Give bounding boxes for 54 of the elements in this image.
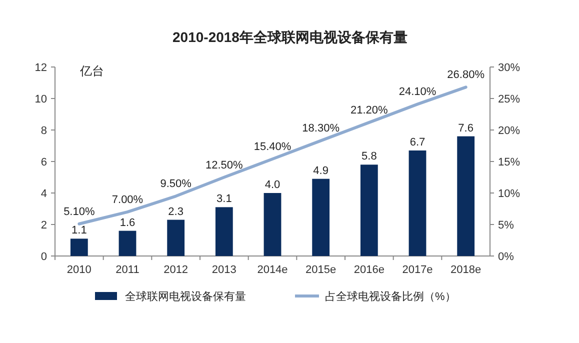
x-tick-label: 2017e — [402, 264, 433, 276]
y-tick-label: 6 — [40, 156, 47, 168]
x-tick-label: 2016e — [354, 264, 384, 276]
bar — [360, 164, 378, 256]
x-tick-label: 2018e — [450, 264, 482, 276]
x-tick-label: 2013 — [212, 264, 236, 276]
y-axis-title: 亿台 — [79, 64, 104, 78]
legend-label: 全球联网电视设备保有量 — [125, 290, 246, 303]
data-label: 3.1 — [216, 193, 232, 206]
data-label: 5.8 — [362, 150, 377, 163]
data-label: 7.6 — [458, 122, 474, 134]
data-label: 7.00% — [112, 194, 144, 206]
data-label: 26.80% — [447, 69, 485, 82]
x-tick-label: 2014e — [257, 264, 288, 276]
data-label: 21.20% — [350, 104, 388, 116]
data-label: 15.40% — [254, 140, 292, 153]
data-label: 9.50% — [160, 178, 192, 190]
bar — [457, 136, 475, 256]
bar — [264, 193, 282, 256]
y2-tick-label: 15% — [498, 156, 520, 168]
bar — [118, 230, 136, 256]
bar — [215, 207, 233, 256]
data-label: 5.10% — [64, 206, 95, 218]
y-tick-label: 12 — [34, 62, 47, 74]
y2-tick-label: 25% — [498, 94, 520, 106]
y-tick-label: 0 — [40, 251, 47, 263]
legend-label: 占全球电视设备比例（%） — [325, 290, 456, 303]
data-label: 18.30% — [302, 122, 340, 135]
chart-title: 2010-2018年全球联网电视设备保有量 — [172, 29, 408, 45]
data-label: 1.6 — [120, 216, 136, 229]
y2-tick-label: 0% — [498, 251, 514, 263]
bar — [70, 238, 88, 256]
y-tick-label: 4 — [40, 188, 47, 200]
data-label: 1.1 — [72, 224, 87, 237]
x-tick-label: 2011 — [116, 264, 140, 276]
y-tick-label: 8 — [40, 125, 47, 137]
bar — [167, 220, 185, 256]
x-tick-label: 2010 — [66, 264, 92, 276]
bar — [408, 150, 426, 256]
y2-tick-label: 10% — [498, 188, 520, 200]
data-label: 2.3 — [168, 206, 184, 218]
bar — [312, 178, 330, 256]
y-tick-label: 2 — [40, 220, 47, 232]
y2-tick-label: 20% — [498, 125, 520, 137]
y2-tick-label: 5% — [498, 220, 514, 232]
y-tick-label: 10 — [34, 94, 47, 106]
data-label: 24.10% — [398, 86, 436, 98]
data-label: 12.50% — [206, 159, 244, 172]
data-label: 6.7 — [410, 136, 426, 148]
data-label: 4.0 — [264, 179, 280, 191]
x-tick-label: 2012 — [164, 264, 188, 276]
data-label: 4.9 — [313, 164, 328, 177]
y2-tick-label: 30% — [498, 62, 520, 74]
x-tick-label: 2015e — [306, 264, 336, 276]
